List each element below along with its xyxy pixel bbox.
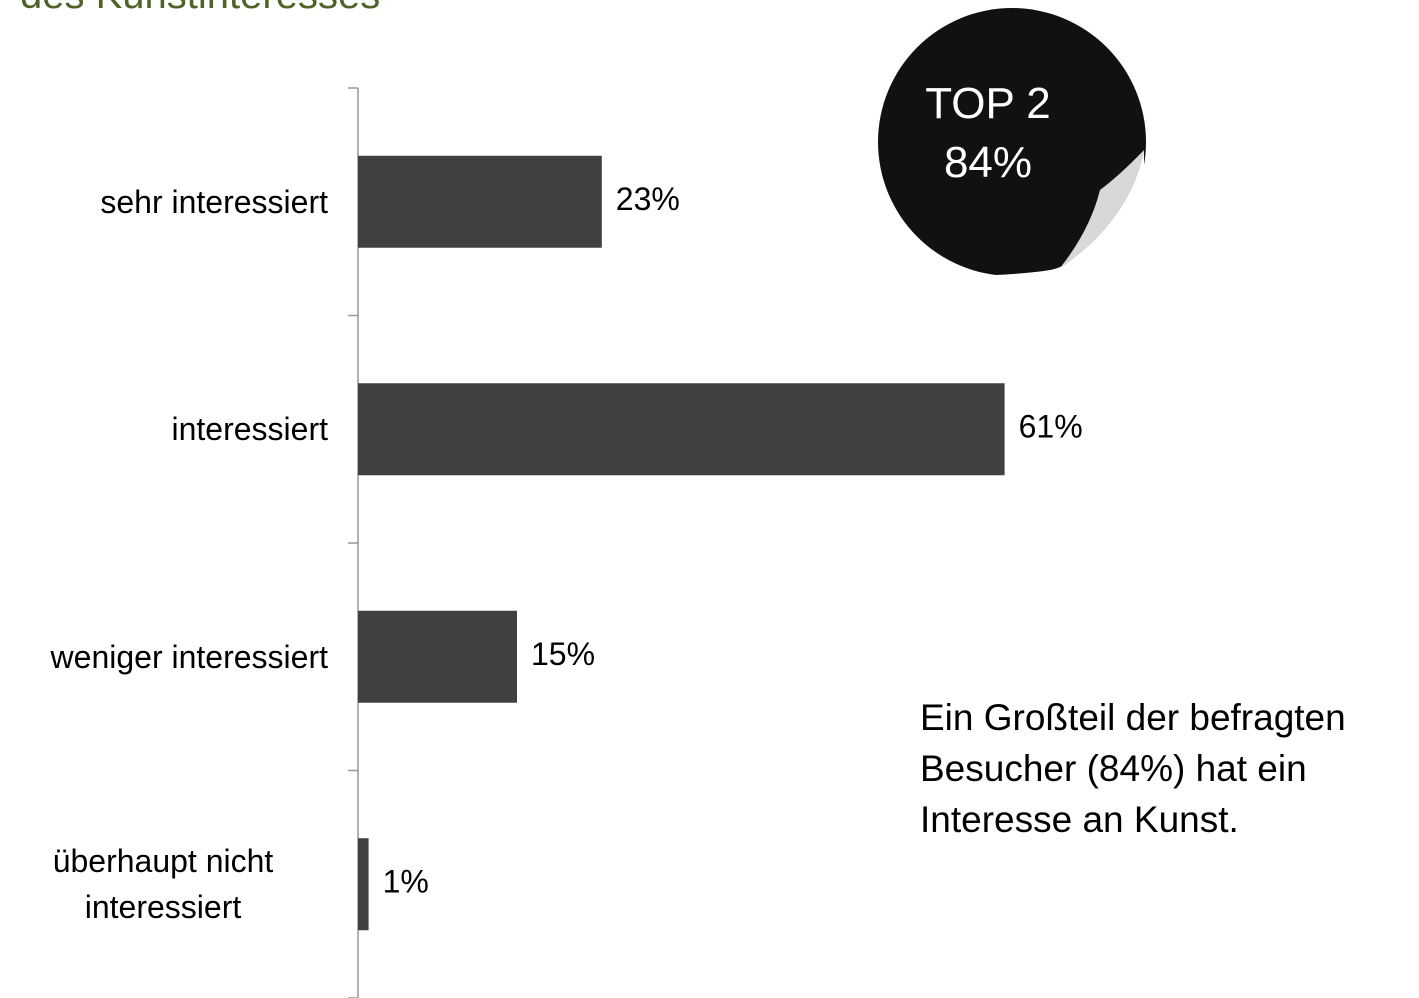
badge-peel [1060, 150, 1144, 268]
bar [358, 610, 517, 703]
category-text: weniger interessiert [50, 638, 328, 675]
value-label: 15% [531, 636, 595, 672]
badge-line: TOP 2 [925, 79, 1051, 128]
annotation: Ein Großteil der befragten Besucher (84%… [920, 697, 1346, 840]
value-label: 61% [1019, 409, 1083, 445]
category-label: sehr interessiert [0, 179, 328, 225]
category-label: interessiert [0, 406, 329, 452]
badge-cut [960, 150, 1144, 276]
category-label: weniger interessiert [0, 634, 328, 680]
chart-title: des Kunstinteresses [20, 0, 380, 17]
bar [358, 383, 1005, 476]
category-text: überhaupt nicht interessiert [52, 843, 274, 926]
badge-circle [878, 8, 1146, 276]
value-label: 23% [616, 181, 680, 217]
category-text: interessiert [171, 411, 329, 448]
badge: TOP 2 84% [878, 8, 1146, 276]
bar [358, 838, 369, 931]
bar [358, 155, 602, 248]
category-text: sehr interessiert [100, 183, 328, 220]
badge-line: 84% [944, 138, 1032, 187]
category-label: überhaupt nicht interessiert [0, 838, 328, 930]
value-label: 1% [383, 864, 429, 900]
